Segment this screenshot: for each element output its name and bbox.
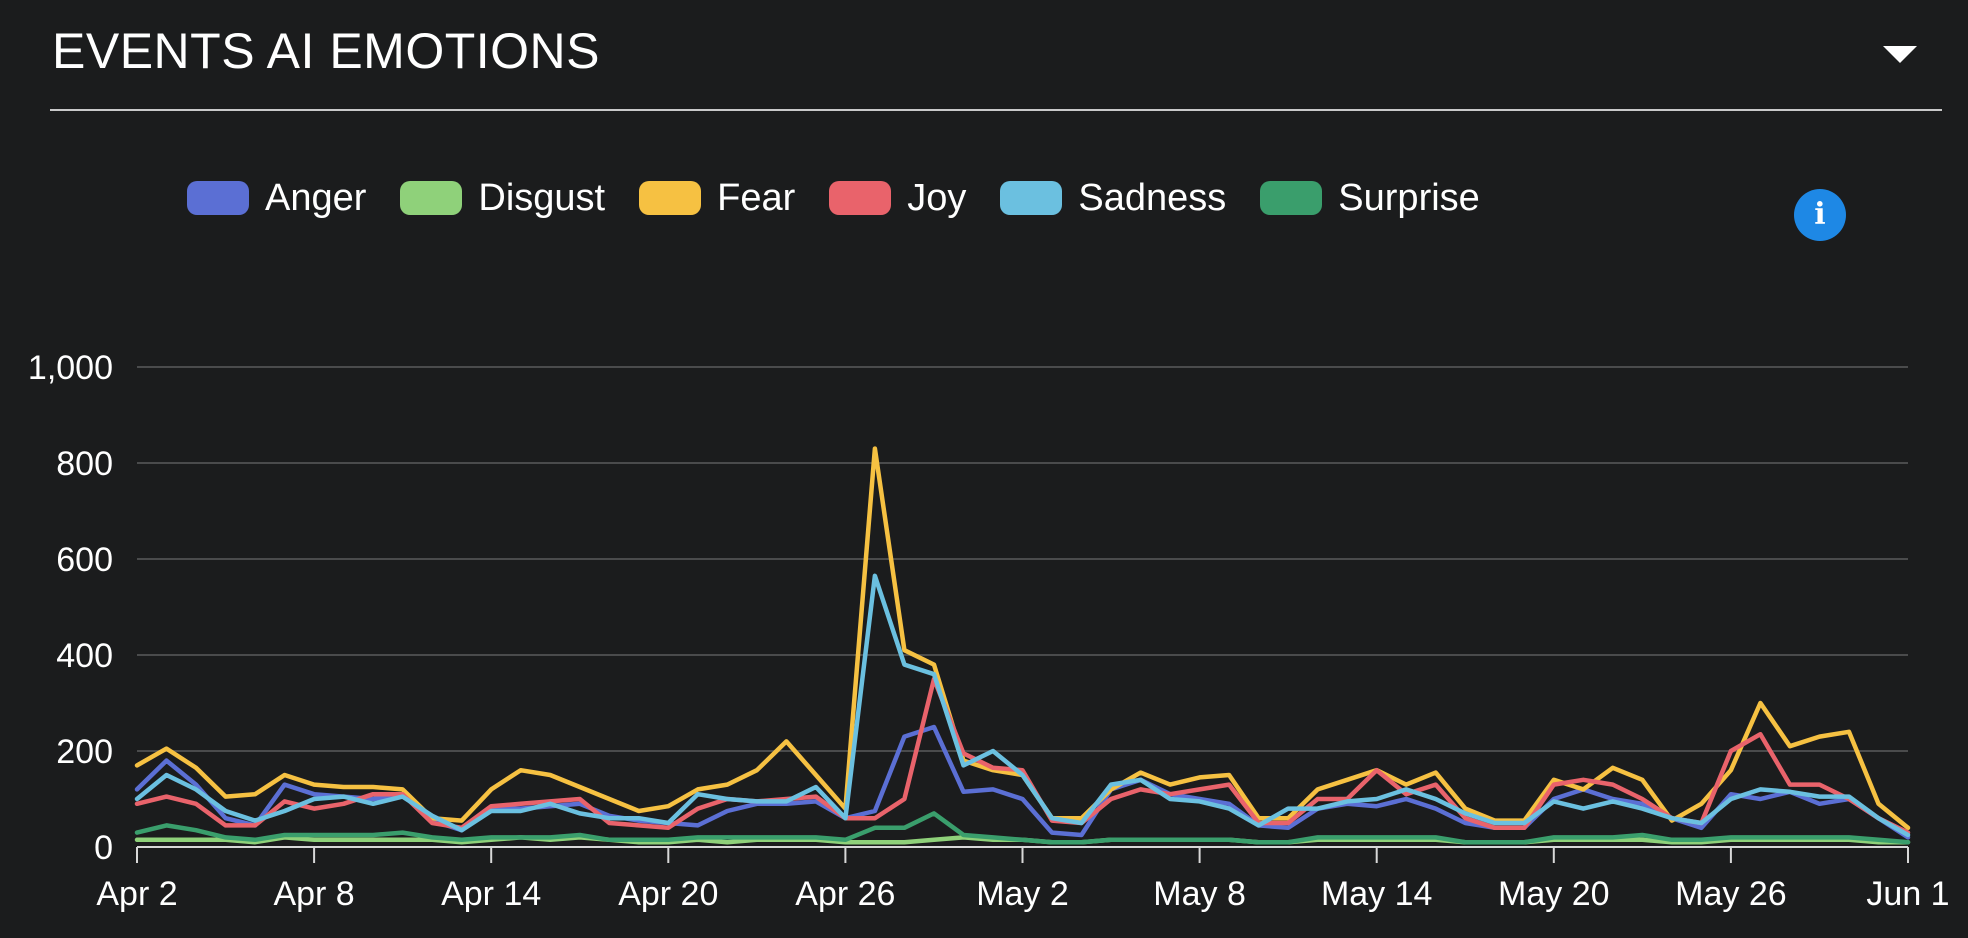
x-axis: Apr 2 Apr 8 Apr 14 Apr 20 Apr 26 May 2 May 8 Ma… [96, 846, 1950, 913]
legend-swatch [1260, 181, 1323, 215]
legend-label: Fear [717, 176, 796, 219]
y-tick-label: 800 [56, 445, 113, 483]
y-tick-label: 400 [56, 637, 113, 675]
y-axis-ticks: 0 200 400 600 800 1,000 [28, 349, 113, 867]
x-tick-label: Jun 1 [1866, 875, 1949, 913]
legend-item-sadness[interactable]: Sadness [1000, 177, 1226, 220]
grid-lines [137, 366, 1908, 752]
x-tick-label: May 8 [1153, 875, 1246, 913]
legend-item-joy[interactable]: Joy [829, 177, 966, 220]
page-title: EVENTS AI EMOTIONS [52, 23, 600, 79]
legend-item-surprise[interactable]: Surprise [1260, 177, 1480, 220]
x-tick-label: May 14 [1321, 875, 1433, 913]
series-line-surprise [134, 811, 1911, 845]
series-line-sadness [134, 573, 1911, 838]
x-tick-label: Apr 2 [96, 875, 177, 913]
legend-label: Surprise [1338, 176, 1480, 219]
x-tick-label: Apr 26 [795, 875, 895, 913]
x-tick-label: May 26 [1675, 875, 1787, 913]
legend-item-disgust[interactable]: Disgust [400, 177, 605, 220]
series-lines [134, 446, 1911, 845]
legend-label: Joy [907, 176, 967, 219]
y-tick-label: 0 [94, 829, 113, 867]
y-tick-label: 600 [56, 541, 113, 579]
legend-swatch [187, 181, 249, 215]
legend-label: Sadness [1078, 176, 1227, 219]
legend-swatch [400, 181, 463, 215]
x-tick-label: May 2 [976, 875, 1069, 913]
legend-swatch [829, 181, 892, 215]
legend-item-anger[interactable]: Anger [187, 177, 366, 220]
x-tick-label: Apr 14 [441, 875, 541, 913]
y-tick-label: 200 [56, 733, 113, 771]
x-tick-label: Apr 20 [618, 875, 718, 913]
legend-label: Disgust [478, 176, 606, 219]
chart-legend: Anger Disgust Fear Joy Sadness Surprise [187, 172, 1514, 224]
x-tick-label: Apr 8 [273, 875, 354, 913]
caret-down-icon[interactable] [1883, 46, 1917, 63]
y-tick-label: 1,000 [28, 349, 113, 387]
title-divider [50, 109, 1942, 111]
info-glyph: i [1814, 197, 1826, 232]
legend-item-fear[interactable]: Fear [639, 177, 795, 220]
legend-label: Anger [265, 176, 367, 219]
legend-swatch [639, 181, 702, 215]
legend-swatch [1000, 181, 1063, 215]
series-line-joy [134, 676, 1911, 835]
x-tick-label: May 20 [1498, 875, 1610, 913]
info-icon[interactable]: i [1794, 189, 1846, 241]
